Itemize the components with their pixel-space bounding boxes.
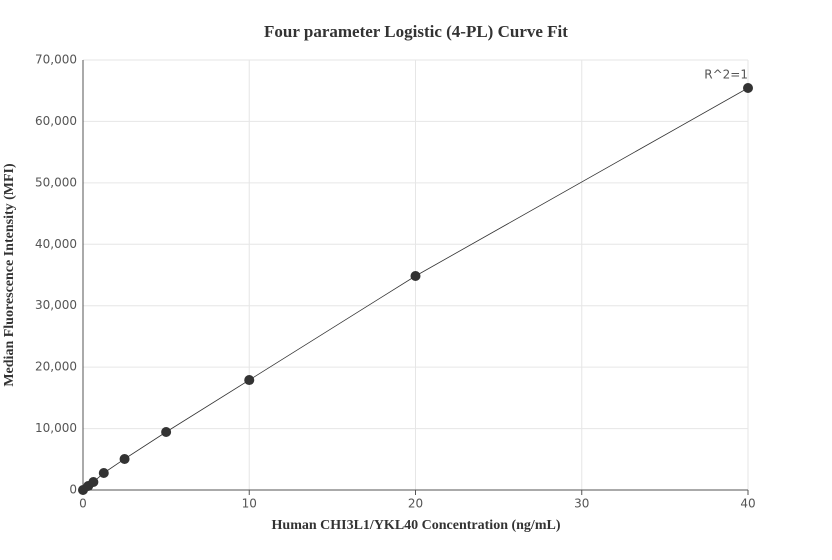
annotation: R^2=1 — [704, 68, 748, 82]
data-point — [161, 427, 172, 438]
x-tick-label: 40 — [740, 497, 755, 511]
y-axis-label: Median Fluorescence Intensity (MFI) — [2, 163, 17, 387]
x-tick-label: 10 — [242, 497, 257, 511]
x-axis-label: Human CHI3L1/YKL40 Concentration (ng/mL) — [272, 518, 561, 533]
data-point — [743, 83, 753, 94]
y-tick-label: 20,000 — [35, 360, 77, 374]
y-tick-label: 50,000 — [35, 175, 77, 189]
data-point — [88, 477, 99, 488]
data-point — [244, 375, 255, 386]
data-point — [98, 467, 109, 478]
y-tick-label: 10,000 — [35, 421, 77, 435]
x-tick-label: 30 — [574, 497, 589, 511]
y-tick-label: 70,000 — [35, 53, 77, 67]
y-tick-label: 40,000 — [35, 237, 77, 251]
x-tick-label: 0 — [79, 497, 87, 511]
y-tick-label: 30,000 — [35, 298, 77, 312]
y-tick-label: 60,000 — [35, 114, 77, 128]
y-tick-label: 0 — [69, 483, 77, 497]
chart-title: Four parameter Logistic (4-PL) Curve Fit — [264, 22, 568, 41]
data-point — [410, 270, 421, 281]
x-tick-label: 20 — [408, 497, 423, 511]
data-point — [119, 453, 130, 464]
